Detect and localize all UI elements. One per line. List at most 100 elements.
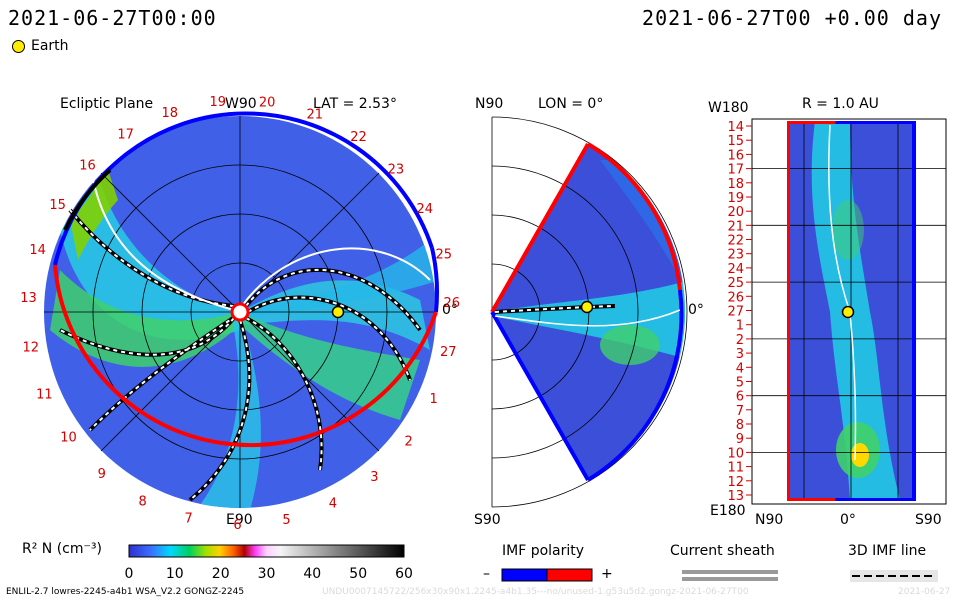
carrington-tick: 22 <box>350 130 367 145</box>
earth-meridional-icon <box>580 300 594 314</box>
polarity-negative-swatch <box>501 568 548 582</box>
current-sheath-swatch <box>682 570 778 574</box>
radial-ytick-label: 10 <box>727 446 744 461</box>
earth-marker-icon <box>12 40 25 53</box>
colorbar: 0 10 20 30 40 50 60 <box>125 544 413 582</box>
carrington-tick: 9 <box>98 467 106 482</box>
radial-ytick-label: 21 <box>727 219 744 234</box>
current-sheet-lines <box>89 159 431 311</box>
current-sheath-label: Current sheath <box>670 543 775 559</box>
carrington-tick: 10 <box>60 431 77 446</box>
carrington-tick: 3 <box>370 470 378 485</box>
radial-x-label-0: 0° <box>840 512 856 528</box>
radial-ytick-label: 24 <box>727 262 744 277</box>
ecliptic-top-label: W90 <box>225 96 257 112</box>
carrington-tick: 11 <box>36 388 53 403</box>
radial-ytick-label: 11 <box>727 461 744 476</box>
carrington-tick: 5 <box>282 513 290 528</box>
sun-icon <box>230 302 250 322</box>
polarity-minus-label: – <box>483 566 490 582</box>
carrington-ticks: 19 20212223242526271234567891011121314151… <box>20 95 460 533</box>
radial-ytick-label: 19 <box>727 191 744 206</box>
datetime-left: 2021-06-27T00:00 <box>8 6 217 30</box>
meridional-bottom-label: S90 <box>474 512 501 528</box>
carrington-tick: 2 <box>404 435 412 450</box>
radial-ytick-label: 22 <box>727 234 744 249</box>
radial-ytick-label: 16 <box>727 148 744 163</box>
radial-ytick-label: 13 <box>727 489 744 504</box>
imf-line-label: 3D IMF line <box>848 543 927 559</box>
radial-ytick-label: 15 <box>727 134 744 149</box>
colorbar-tick-label: 10 <box>166 566 184 582</box>
ecliptic-lat-label: LAT = 2.53° <box>313 96 397 112</box>
radial-top-label: W180 <box>708 100 749 116</box>
carrington-tick: 16 <box>79 159 96 174</box>
radial-title: R = 1.0 AU <box>802 96 879 112</box>
footer-date: 2021-06-27 <box>898 587 951 597</box>
colorbar-tick-label: 20 <box>212 566 230 582</box>
carrington-tick: 15 <box>49 198 66 213</box>
meridional-right-label: 0° <box>688 302 704 318</box>
colorbar-tick-label: 0 <box>125 566 134 582</box>
radial-ytick-label: 14 <box>727 120 744 135</box>
radial-ytick-label: 9 <box>736 432 744 447</box>
meridional-lon-label: LON = 0° <box>538 96 604 112</box>
carrington-tick: 27 <box>440 345 457 360</box>
carrington-tick: 7 <box>185 512 193 527</box>
datetime-right: 2021-06-27T00 +0.00 day <box>642 6 942 30</box>
earth-radial-icon <box>841 305 855 319</box>
earth-legend-label: Earth <box>31 38 69 54</box>
colorbar-tick-label: 60 <box>395 566 413 582</box>
ecliptic-title: Ecliptic Plane <box>60 96 154 112</box>
rim-positive <box>53 264 438 448</box>
imf-polarity-label: IMF polarity <box>502 543 585 559</box>
carrington-tick: 4 <box>329 497 337 512</box>
radial-ytick-label: 23 <box>727 248 744 263</box>
carrington-tick: 21 <box>307 108 324 123</box>
radial-ytick-label: 6 <box>736 390 744 405</box>
carrington-tick: 13 <box>20 291 37 306</box>
radial-map: 1415161718192021222324252627123456789101… <box>727 118 947 505</box>
carrington-tick: 19 <box>210 95 227 110</box>
colorbar-ticks: 0 10 20 30 40 50 60 <box>125 566 413 582</box>
radial-ytick-label: 25 <box>727 276 744 291</box>
radial-ytick-label: 4 <box>736 361 744 376</box>
ecliptic-grid <box>44 116 436 508</box>
carrington-tick: 1 <box>430 392 438 407</box>
colorbar-tick-label: 50 <box>349 566 367 582</box>
carrington-tick: 8 <box>139 494 147 509</box>
colorbar-tick-label: 40 <box>303 566 321 582</box>
radial-ytick-label: 8 <box>736 418 744 433</box>
carrington-tick: 12 <box>23 340 40 355</box>
radial-ytick-label: 17 <box>727 163 744 178</box>
radial-ytick-label: 1 <box>736 319 744 334</box>
carrington-tick: 26 <box>444 296 461 311</box>
ecliptic-disk <box>44 111 440 508</box>
carrington-tick: 20 <box>259 96 276 111</box>
radial-ytick-label: 2 <box>736 333 744 348</box>
carrington-tick: 18 <box>162 106 179 121</box>
radial-ytick-label: 20 <box>727 205 744 220</box>
carrington-tick: 6 <box>233 518 241 533</box>
radial-ytick-label: 12 <box>727 475 744 490</box>
carrington-tick: 23 <box>388 162 405 177</box>
colorbar-tick-label: 30 <box>258 566 276 582</box>
ecliptic-right-label: 0° <box>442 302 458 318</box>
radial-ytick-label: 26 <box>727 290 744 305</box>
radial-ytick-label: 18 <box>727 177 744 192</box>
radial-ytick-label: 3 <box>736 347 744 362</box>
colorbar-label: R² N (cm⁻³) <box>22 541 102 557</box>
radial-x-label-s90: S90 <box>915 512 942 528</box>
meridional-top-label: N90 <box>475 96 504 112</box>
imf-spirals-dashed <box>59 209 421 501</box>
radial-bottom-label: E180 <box>710 503 746 519</box>
meridional-wedge <box>490 116 688 508</box>
radial-ytick-label: 27 <box>727 305 744 320</box>
model-info: ENLIL-2.7 lowres-2245-a4b1 WSA_V2.2 GONG… <box>6 587 245 597</box>
radial-x-label-n90: N90 <box>755 512 784 528</box>
radial-ytick-label: 7 <box>736 404 744 419</box>
run-id: UNDU0007145722/256x30x90x1.2245-a4b1.35-… <box>322 587 749 597</box>
carrington-tick: 14 <box>29 243 46 258</box>
radial-yticks: 1415161718192021222324252627123456789101… <box>727 120 752 504</box>
